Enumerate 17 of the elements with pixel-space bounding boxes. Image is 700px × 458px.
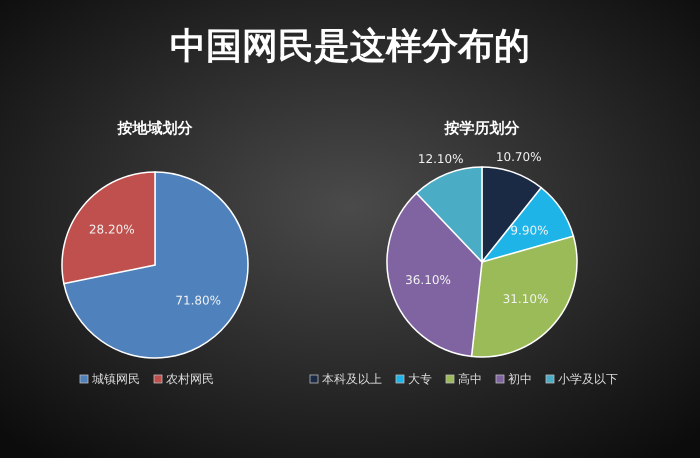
legend-label: 本科及以上 (322, 372, 382, 386)
data-label: 10.70% (496, 150, 542, 164)
legend-label: 农村网民 (166, 372, 214, 386)
chart-subtitle: 按地域划分 (116, 119, 194, 137)
data-label: 36.10% (405, 273, 451, 288)
data-label: 28.20% (88, 222, 135, 237)
legend-label: 小学及以下 (558, 372, 618, 386)
chart-subtitle: 按学历划分 (444, 119, 520, 137)
slice-label: 城镇网民 (91, 372, 140, 386)
data-label: 31.10% (502, 292, 548, 306)
legend-label: 大专 (408, 372, 432, 386)
data-label: 9.90% (510, 223, 549, 238)
data-label: 71.80% (175, 293, 222, 308)
legend-label: 高中 (458, 372, 482, 386)
legend-label: 初中 (508, 372, 532, 386)
data-label: 12.10% (418, 152, 464, 166)
text: 中国网民是这样分布的 (170, 26, 530, 67)
